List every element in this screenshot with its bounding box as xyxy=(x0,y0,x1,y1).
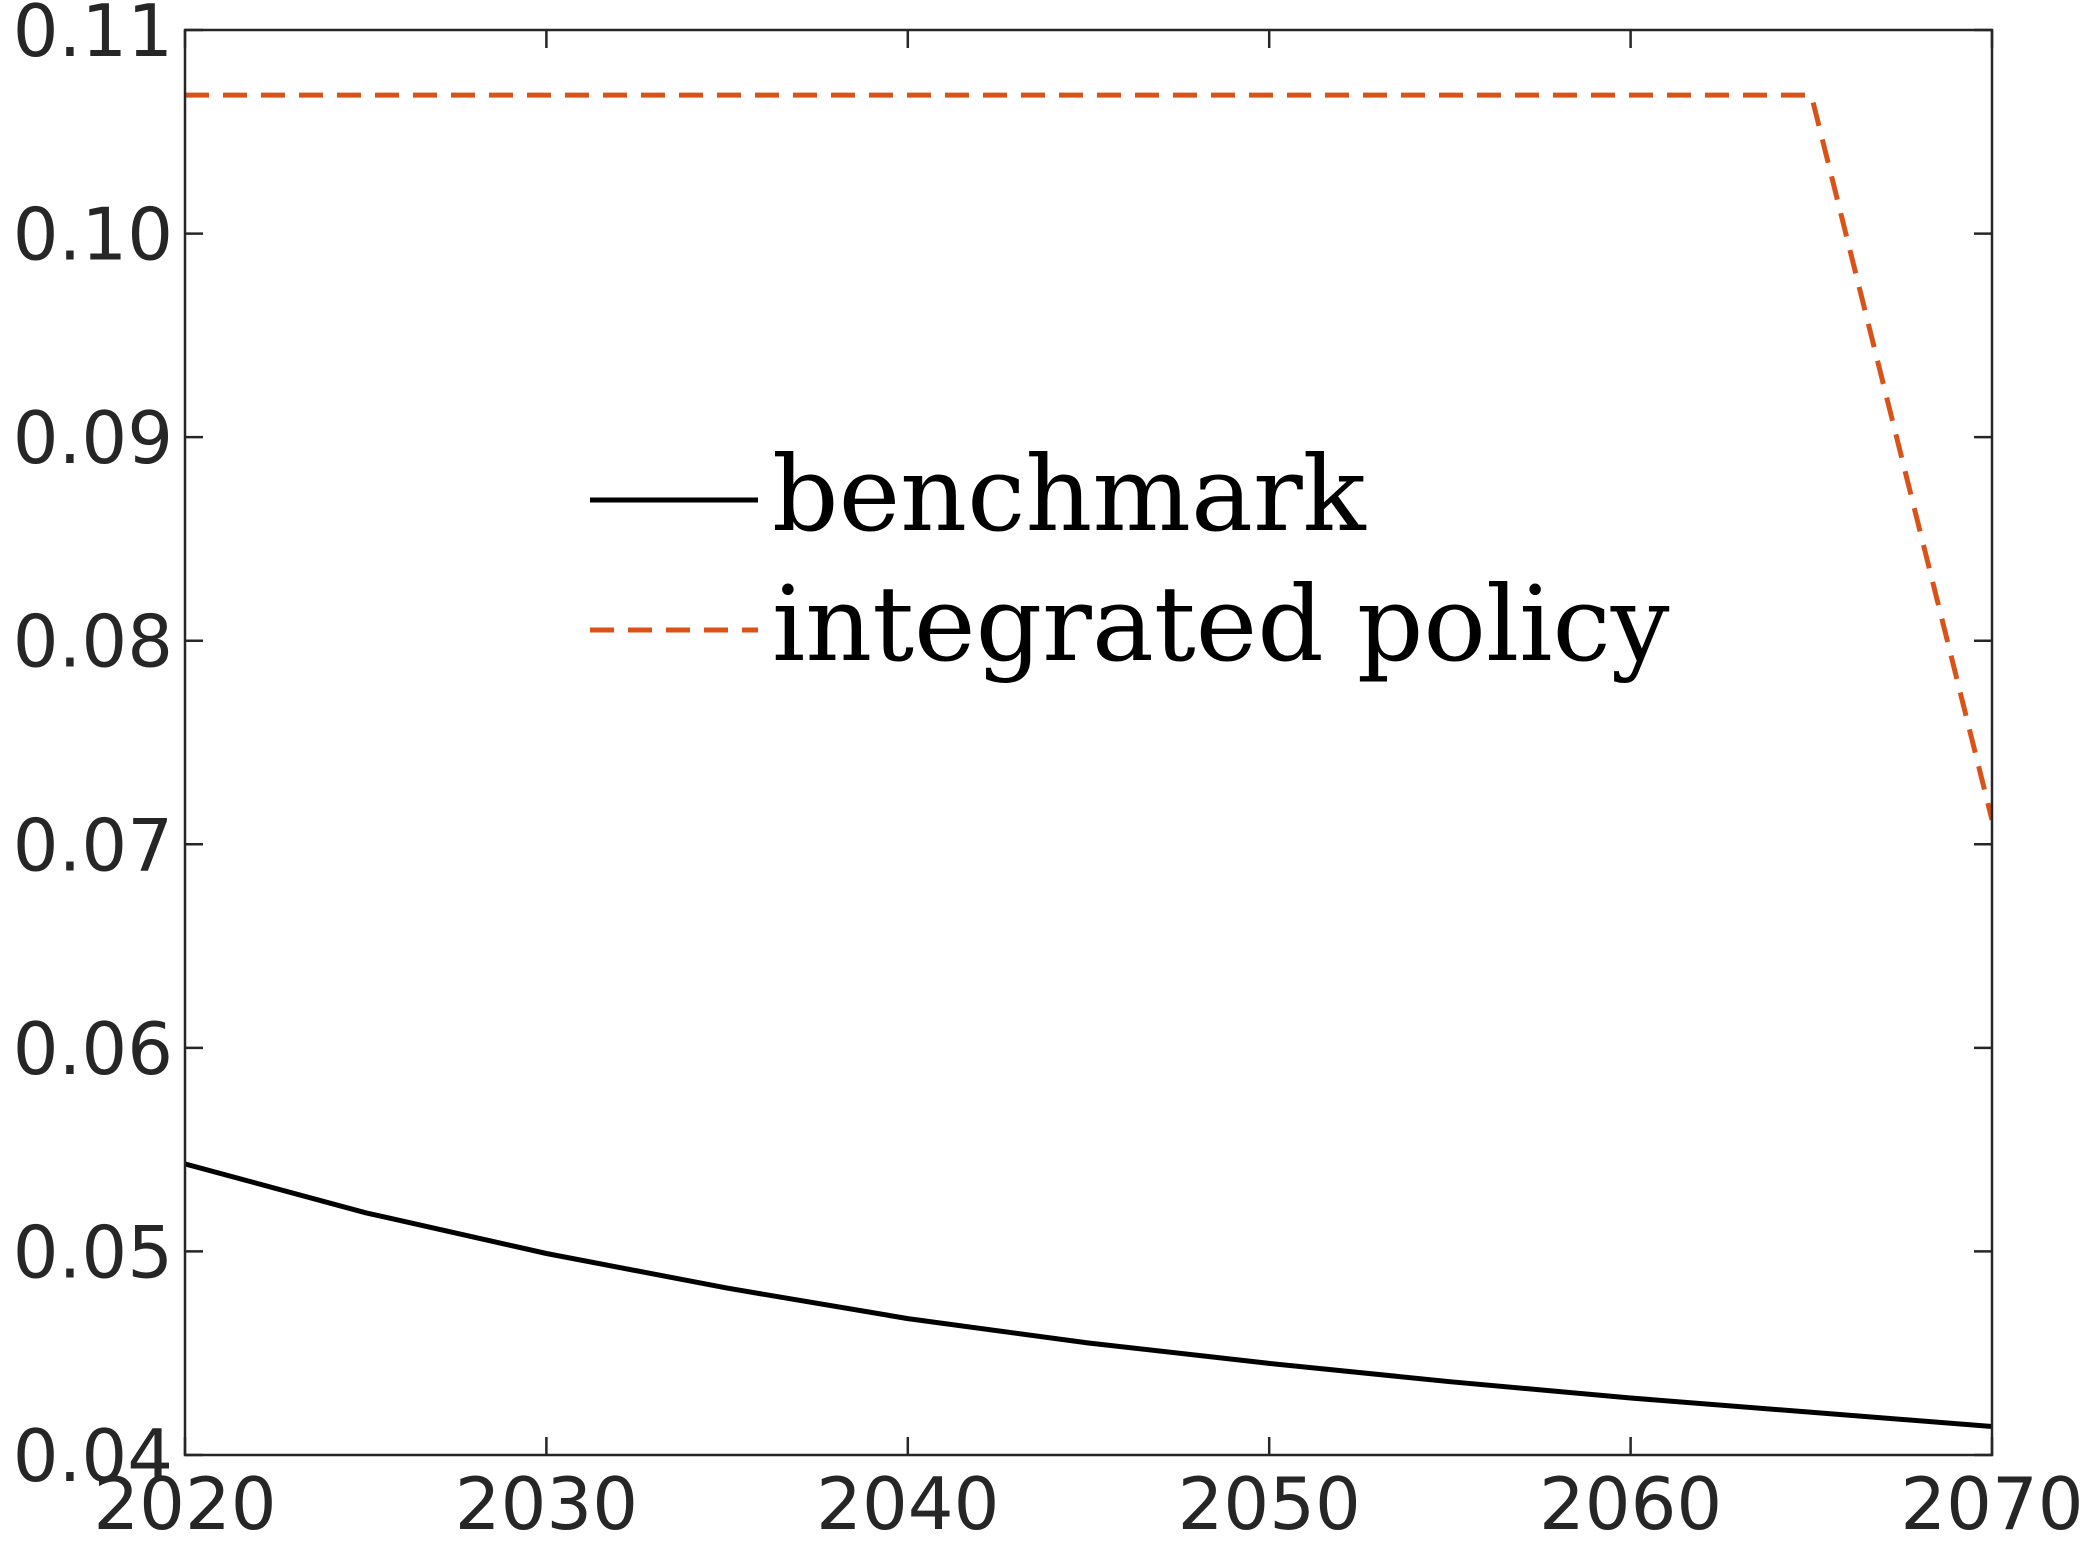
legend-label: benchmark xyxy=(772,433,1367,555)
y-tick-label: 0.09 xyxy=(13,396,173,480)
ticks-layer: 2020 2030 2040 2050 2060 2070 0.04 0.05 0.06 0.07… xyxy=(13,0,2082,1546)
series-layer xyxy=(185,92,1992,1429)
series-line-benchmark xyxy=(185,1161,1992,1429)
y-tick-label: 0.05 xyxy=(13,1210,173,1294)
y-tick-label: 0.08 xyxy=(13,600,173,684)
x-tick-label: 2060 xyxy=(1539,1462,1722,1546)
y-tick-label: 0.06 xyxy=(13,1007,173,1091)
axes-box xyxy=(183,28,1994,1457)
y-tick-label: 0.07 xyxy=(13,803,173,887)
x-tick-label: 2040 xyxy=(816,1462,999,1546)
x-tick-label: 2030 xyxy=(455,1462,638,1546)
plot-area xyxy=(185,30,1992,1455)
x-tick-label: 2050 xyxy=(1178,1462,1361,1546)
x-tick-label: 2070 xyxy=(1900,1462,2082,1546)
plot-background xyxy=(185,30,1992,1455)
y-tick-label: 0.04 xyxy=(13,1414,173,1498)
y-tick-label: 0.11 xyxy=(13,0,173,73)
legend-label: integrated policy xyxy=(772,563,1670,685)
series-line-integrated-policy xyxy=(185,92,1992,821)
y-tick-label: 0.10 xyxy=(13,193,173,277)
x-tick-label: 2020 xyxy=(93,1462,276,1546)
